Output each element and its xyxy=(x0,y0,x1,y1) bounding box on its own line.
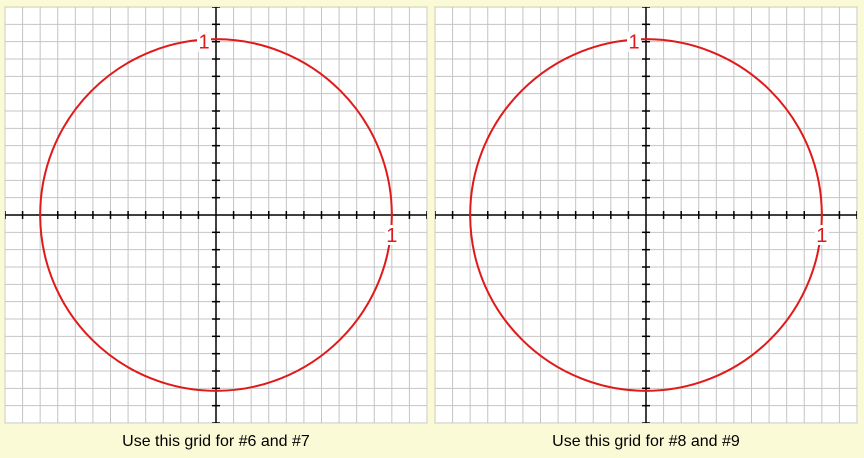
grid-2-plot: 1 1 xyxy=(435,7,857,423)
grid-1-right-label-bg xyxy=(384,225,399,245)
grid-2-axes xyxy=(435,7,857,423)
grid-2-right-label: 1 xyxy=(816,225,827,247)
grid-1-caption: Use this grid for #6 and #7 xyxy=(122,433,310,450)
grid-2-top-label-bg xyxy=(627,31,641,52)
grid-1-axes xyxy=(5,7,427,423)
grid-2-right-label-bg xyxy=(814,225,829,245)
grid-1-right-label: 1 xyxy=(386,225,397,247)
grid-1-plot: 1 1 xyxy=(5,7,427,423)
unit-circle-grid-1: 1 1 xyxy=(4,6,428,424)
grid-2-ticks xyxy=(435,7,857,423)
grid-1-top-label-bg xyxy=(197,31,211,52)
unit-circle-grid-2: 1 1 xyxy=(434,6,858,424)
grid-1-unit-circle xyxy=(39,38,393,392)
grid-1-top-label: 1 xyxy=(198,32,209,54)
grid-2-caption: Use this grid for #8 and #9 xyxy=(552,433,740,450)
grid-2-top-label: 1 xyxy=(628,32,639,54)
grid-2-unit-circle xyxy=(469,38,823,392)
